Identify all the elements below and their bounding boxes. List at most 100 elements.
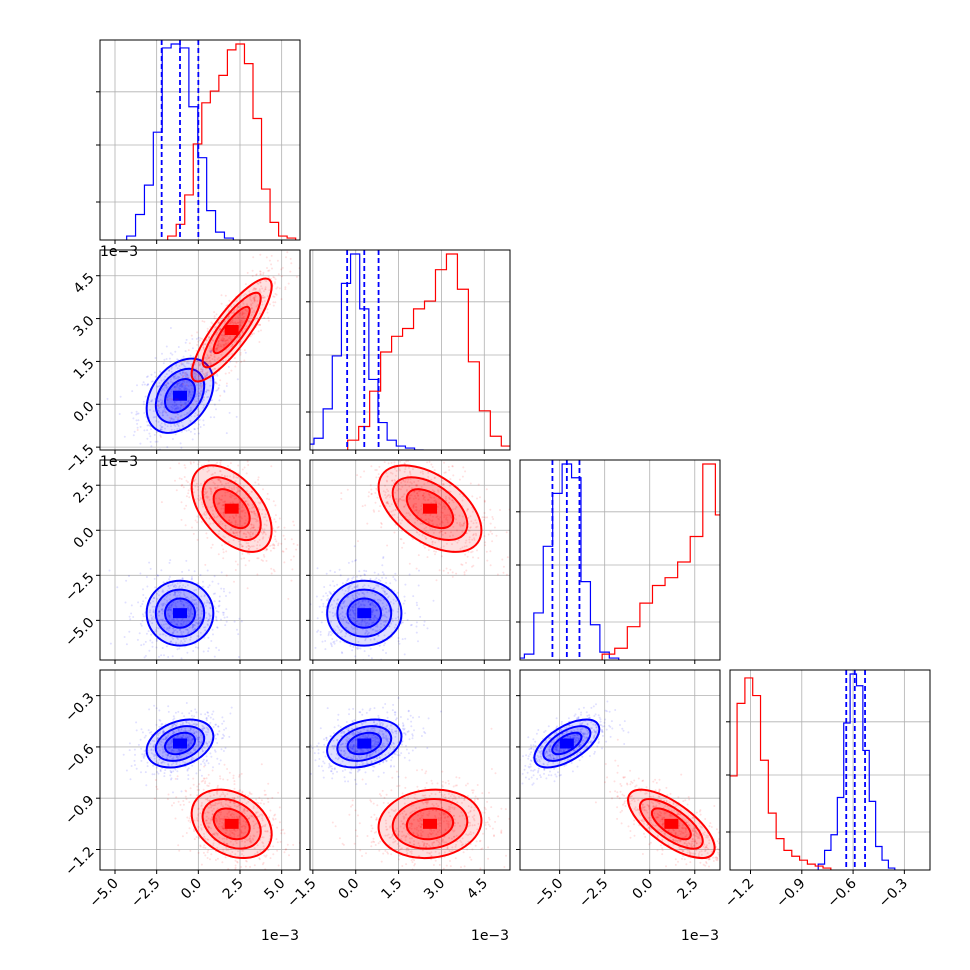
scatter-point-blue xyxy=(206,759,208,762)
scatter-point-blue xyxy=(216,626,219,629)
scatter-point-red xyxy=(234,529,237,532)
scatter-point-red xyxy=(250,490,253,493)
scatter-point-red xyxy=(221,336,224,339)
scatter-point-blue xyxy=(165,746,168,749)
scatter-point-red xyxy=(223,501,226,503)
scatter-point-red xyxy=(484,516,487,519)
scatter-point-blue xyxy=(152,416,155,419)
scatter-point-red xyxy=(207,357,210,360)
scatter-point-blue xyxy=(357,640,360,643)
scatter-point-red xyxy=(450,517,453,520)
scatter-point-blue xyxy=(182,734,185,737)
scatter-point-red xyxy=(268,816,271,819)
scatter-point-blue xyxy=(215,389,218,392)
scatter-point-red xyxy=(444,497,447,500)
scatter-point-blue xyxy=(180,755,183,758)
scatter-point-blue xyxy=(352,646,355,648)
scatter-point-blue xyxy=(148,661,150,663)
scatter-point-red xyxy=(227,315,230,318)
scatter-point-red xyxy=(208,345,211,348)
scatter-point-red xyxy=(412,497,415,500)
scatter-point-red xyxy=(433,550,436,553)
scatter-point-red xyxy=(188,496,191,499)
scatter-point-red xyxy=(264,793,267,796)
scatter-point-blue xyxy=(390,622,393,625)
scatter-point-red xyxy=(210,506,212,509)
scatter-point-red xyxy=(195,482,198,485)
scatter-point-red xyxy=(443,505,446,508)
scatter-point-red xyxy=(220,302,223,305)
scatter-point-red xyxy=(236,828,239,831)
scatter-point-red xyxy=(261,303,264,306)
scatter-point-red xyxy=(229,495,232,498)
scatter-point-red xyxy=(227,541,230,543)
scatter-point-blue xyxy=(168,575,171,578)
scatter-point-blue xyxy=(178,584,181,587)
scatter-point-blue xyxy=(331,611,334,614)
scatter-point-blue xyxy=(209,350,212,353)
scatter-point-blue xyxy=(172,758,175,761)
scatter-point-blue xyxy=(214,737,217,740)
scatter-point-red xyxy=(433,499,436,502)
scatter-point-blue xyxy=(139,738,142,741)
scatter-point-blue xyxy=(150,749,153,752)
scatter-point-red xyxy=(262,273,265,276)
scatter-point-blue xyxy=(151,773,154,776)
scatter-point-blue xyxy=(189,605,192,607)
scatter-point-blue xyxy=(167,609,170,612)
scatter-point-red xyxy=(261,825,264,828)
scatter-point-red xyxy=(412,468,414,471)
scatter-point-blue xyxy=(195,602,198,604)
scatter-point-blue xyxy=(158,382,161,384)
scatter-point-blue xyxy=(338,628,341,631)
scatter-point-red xyxy=(261,532,264,535)
scatter-point-red xyxy=(391,472,394,475)
scatter-point-blue xyxy=(330,593,333,596)
scatter-point-red xyxy=(183,464,186,467)
scatter-point-blue xyxy=(180,640,183,643)
scatter-point-red xyxy=(484,544,487,547)
scatter-point-red xyxy=(389,471,392,474)
scatter-point-blue xyxy=(140,759,143,762)
scatter-point-red xyxy=(217,340,220,343)
scatter-point-red xyxy=(280,275,283,278)
scatter-point-red xyxy=(241,801,244,804)
scatter-point-red xyxy=(422,494,425,497)
scatter-point-blue xyxy=(333,599,336,602)
scatter-point-blue xyxy=(162,618,164,621)
scatter-point-red xyxy=(250,517,253,520)
scatter-point-red xyxy=(422,492,425,495)
scatter-point-blue xyxy=(352,605,355,607)
scatter-point-blue xyxy=(175,596,177,599)
scatter-point-red xyxy=(230,487,233,490)
scatter-point-blue xyxy=(417,584,420,587)
scatter-point-red xyxy=(254,295,257,298)
scatter-point-red xyxy=(223,344,226,347)
scatter-point-red xyxy=(429,496,432,499)
scatter-point-red xyxy=(422,498,425,501)
scatter-point-blue xyxy=(167,584,170,587)
scatter-point-blue xyxy=(198,387,200,390)
scatter-point-red xyxy=(400,499,403,501)
scatter-point-blue xyxy=(192,599,195,602)
scatter-point-blue xyxy=(208,741,211,743)
scatter-point-blue xyxy=(165,373,168,376)
scatter-point-blue xyxy=(199,617,202,620)
scatter-point-blue xyxy=(199,631,202,634)
scatter-point-red xyxy=(249,865,252,868)
scatter-point-blue xyxy=(176,383,179,386)
scatter-point-blue xyxy=(208,615,211,618)
scatter-point-red xyxy=(214,325,217,328)
scatter-point-blue xyxy=(192,727,195,730)
scatter-point-blue xyxy=(415,625,418,628)
scatter-point-red xyxy=(232,494,234,497)
scatter-point-blue xyxy=(333,590,336,593)
scatter-point-red xyxy=(241,503,244,506)
scatter-point-red xyxy=(208,360,211,363)
scatter-point-red xyxy=(236,861,239,864)
scatter-point-red xyxy=(272,547,275,550)
scatter-point-blue xyxy=(149,440,152,443)
scatter-point-red xyxy=(414,509,417,512)
scatter-point-blue xyxy=(218,604,221,607)
scatter-point-blue xyxy=(320,598,323,601)
